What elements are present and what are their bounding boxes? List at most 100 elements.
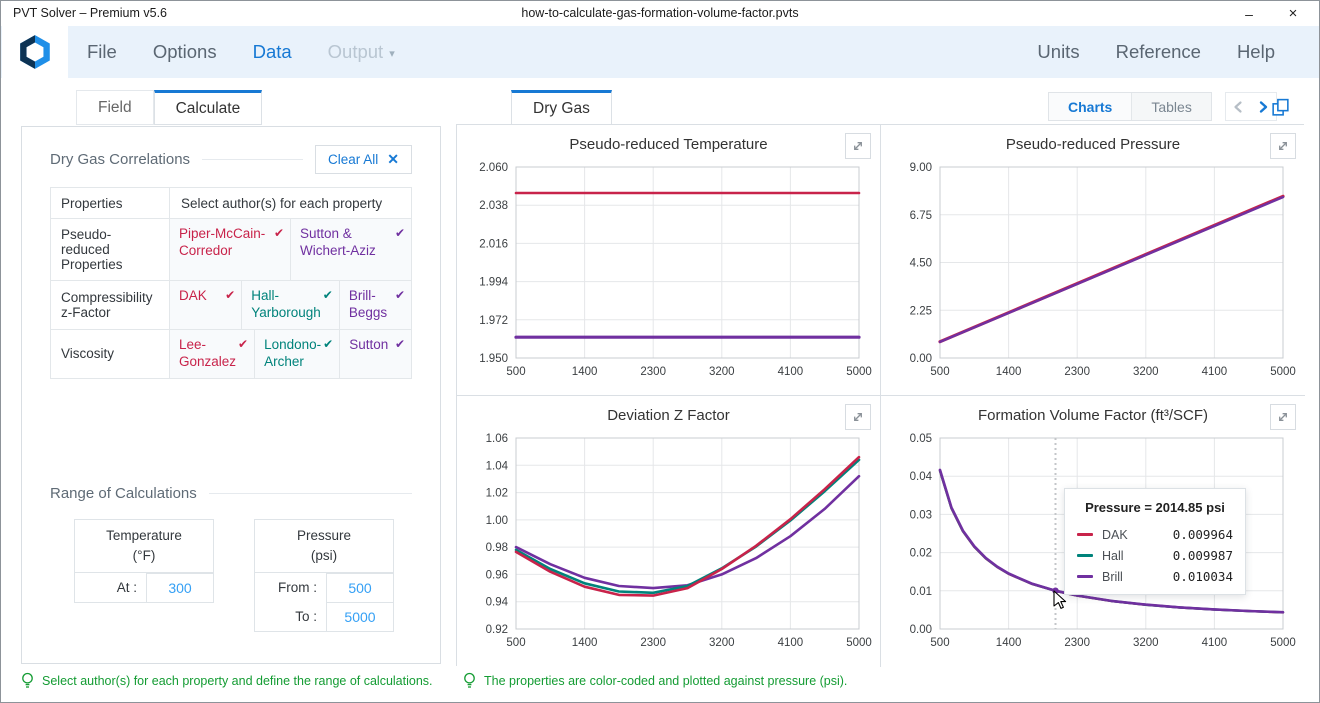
tab-dry-gas[interactable]: Dry Gas bbox=[511, 90, 612, 125]
series-swatch-brill bbox=[1077, 574, 1093, 579]
tab-calculate[interactable]: Calculate bbox=[153, 90, 263, 125]
close-button[interactable]: × bbox=[1288, 5, 1298, 22]
temperature-input-group: Temperature (°F) At : 300 bbox=[74, 519, 214, 603]
svg-text:0.96: 0.96 bbox=[486, 569, 508, 581]
series-label: Brill bbox=[1102, 569, 1123, 584]
svg-text:2300: 2300 bbox=[1064, 637, 1090, 649]
author-option-londono-archer[interactable]: Londono-Archer ✔ bbox=[254, 329, 340, 378]
menu-output[interactable]: Output ▾ bbox=[310, 41, 413, 63]
table-header-row: Properties Select author(s) for each pro… bbox=[51, 188, 411, 218]
author-option-dak[interactable]: DAK ✔ bbox=[169, 281, 242, 329]
range-section-head: Range of Calculations bbox=[50, 485, 412, 502]
menu-options[interactable]: Options bbox=[152, 41, 217, 62]
svg-text:3200: 3200 bbox=[1133, 637, 1159, 649]
chart-pseudo-reduced-pressure: 0.00 2.25 4.50 6.75 9.00 500 1400 2300 3200 4100 5… bbox=[881, 125, 1305, 396]
author-option-hall-yarborough[interactable]: Hall-Yarborough ✔ bbox=[241, 281, 339, 329]
copy-charts-button[interactable] bbox=[1267, 94, 1293, 120]
divider bbox=[208, 493, 412, 494]
series-value: 0.009987 bbox=[1172, 548, 1233, 563]
svg-text:2300: 2300 bbox=[1064, 366, 1090, 378]
next-button[interactable] bbox=[1253, 97, 1273, 117]
svg-text:1.06: 1.06 bbox=[486, 433, 508, 445]
author-label: Piper-McCain-Corredor bbox=[179, 226, 266, 258]
minimize-button[interactable]: – bbox=[1245, 5, 1253, 22]
svg-text:6.75: 6.75 bbox=[910, 210, 932, 222]
author-option-piper-mccain-corredor[interactable]: Piper-McCain-Corredor ✔ bbox=[169, 219, 290, 280]
author-option-lee-gonzalez[interactable]: Lee-Gonzalez ✔ bbox=[169, 329, 255, 378]
chart-plot-area[interactable]: 0.92 0.94 0.96 0.98 1.00 1.02 1.04 1.06 500 1400 2… bbox=[457, 396, 881, 667]
chart-plot-area[interactable]: 1.950 1.972 1.994 2.016 2.038 2.060 500 1400 230… bbox=[457, 125, 881, 396]
previous-button[interactable] bbox=[1229, 97, 1249, 117]
view-toggle-tables[interactable]: Tables bbox=[1151, 98, 1192, 115]
tooltip-row: Hall 0.009987 bbox=[1077, 545, 1233, 566]
svg-text:1.04: 1.04 bbox=[486, 460, 509, 472]
menu-help[interactable]: Help bbox=[1236, 41, 1275, 62]
chart-plot-area[interactable]: 0.00 0.01 0.02 0.03 0.04 0.05 500 1400 2300 3200 4… bbox=[881, 396, 1305, 667]
pressure-header: Pressure (psi) bbox=[255, 520, 393, 573]
series-swatch-dak bbox=[1077, 532, 1093, 537]
svg-text:0.00: 0.00 bbox=[910, 624, 932, 636]
pressure-input-group: Pressure (psi) From : 500 To : 5000 bbox=[254, 519, 394, 632]
temperature-value-field[interactable]: 300 bbox=[146, 573, 213, 602]
tab-field[interactable]: Field bbox=[76, 90, 154, 125]
mouse-cursor-icon bbox=[1053, 590, 1067, 609]
pressure-to-field[interactable]: 5000 bbox=[326, 602, 393, 631]
expand-chart-button[interactable] bbox=[1270, 404, 1296, 430]
temperature-unit: (°F) bbox=[132, 548, 156, 563]
data-tabs: Field Calculate bbox=[76, 90, 263, 125]
svg-text:5000: 5000 bbox=[846, 366, 872, 378]
menu-units[interactable]: Units bbox=[1037, 41, 1080, 62]
chart-title: Pseudo-reduced Pressure bbox=[1005, 136, 1181, 153]
expand-chart-button[interactable] bbox=[845, 133, 871, 159]
author-label: Hall-Yarborough bbox=[251, 288, 321, 320]
app-title: PVT Solver – Premium v5.6 bbox=[13, 6, 167, 20]
menu-output-label: Output bbox=[327, 41, 384, 62]
menu-file[interactable]: File bbox=[87, 41, 117, 62]
pressure-unit: (psi) bbox=[310, 548, 338, 563]
author-option-sutton-wichert-aziz[interactable]: Sutton & Wichert-Aziz ✔ bbox=[290, 219, 411, 280]
correlations-panel: Dry Gas Correlations Clear All ✕ Propert… bbox=[21, 126, 441, 664]
copy-icon bbox=[1271, 98, 1289, 116]
chart-deviation-z-factor: 0.92 0.94 0.96 0.98 1.00 1.02 1.04 1.06 500 1400 2… bbox=[457, 396, 881, 667]
author-option-sutton[interactable]: Sutton ✔ bbox=[339, 329, 411, 378]
menu-reference[interactable]: Reference bbox=[1115, 41, 1201, 62]
svg-text:0.01: 0.01 bbox=[910, 586, 932, 598]
svg-text:1.972: 1.972 bbox=[479, 315, 508, 327]
series-value: 0.009964 bbox=[1172, 527, 1233, 542]
clear-all-button[interactable]: Clear All ✕ bbox=[314, 145, 412, 174]
svg-text:1400: 1400 bbox=[572, 637, 598, 649]
view-toggle-charts[interactable]: Charts bbox=[1049, 93, 1132, 120]
menu-data[interactable]: Data bbox=[252, 41, 292, 62]
series-value: 0.010034 bbox=[1172, 569, 1233, 584]
column-header-properties: Properties bbox=[51, 188, 169, 218]
chart-title: Pseudo-reduced Temperature bbox=[569, 136, 768, 153]
expand-icon bbox=[1279, 142, 1287, 150]
expand-icon bbox=[854, 413, 862, 421]
close-icon: ✕ bbox=[387, 151, 399, 167]
checkmark-icon: ✔ bbox=[394, 336, 405, 351]
clear-all-label: Clear All bbox=[327, 152, 379, 167]
svg-text:5000: 5000 bbox=[846, 637, 872, 649]
tooltip-row: Brill 0.010034 bbox=[1077, 566, 1233, 587]
checkmark-icon: ✔ bbox=[322, 288, 333, 302]
document-title: how-to-calculate-gas-formation-volume-fa… bbox=[521, 6, 799, 20]
at-label: At : bbox=[116, 580, 137, 595]
property-label: Viscosity bbox=[51, 329, 169, 378]
author-label: Londono-Archer bbox=[264, 336, 322, 369]
svg-text:2.25: 2.25 bbox=[910, 305, 932, 317]
author-label: Lee-Gonzalez bbox=[179, 336, 237, 369]
checkmark-icon: ✔ bbox=[238, 336, 249, 351]
expand-chart-button[interactable] bbox=[1270, 133, 1296, 159]
svg-text:1400: 1400 bbox=[996, 637, 1022, 649]
pressure-from-field[interactable]: 500 bbox=[326, 573, 393, 602]
svg-text:500: 500 bbox=[930, 366, 949, 378]
svg-text:0.98: 0.98 bbox=[486, 542, 508, 554]
divider bbox=[1131, 93, 1133, 120]
hint-text: The properties are color-coded and plott… bbox=[484, 674, 848, 688]
series-label: DAK bbox=[1102, 527, 1128, 542]
author-option-brill-beggs[interactable]: Brill-Beggs ✔ bbox=[338, 281, 412, 329]
table-row: Compressibility z-Factor DAK ✔ Hall-Yarb… bbox=[51, 280, 412, 329]
chart-plot-area[interactable]: 0.00 2.25 4.50 6.75 9.00 500 1400 2300 3200 4100 5… bbox=[881, 125, 1305, 396]
expand-chart-button[interactable] bbox=[845, 404, 871, 430]
chart-tooltip: Pressure = 2014.85 psi DAK 0.009964 Hall… bbox=[1064, 488, 1246, 595]
